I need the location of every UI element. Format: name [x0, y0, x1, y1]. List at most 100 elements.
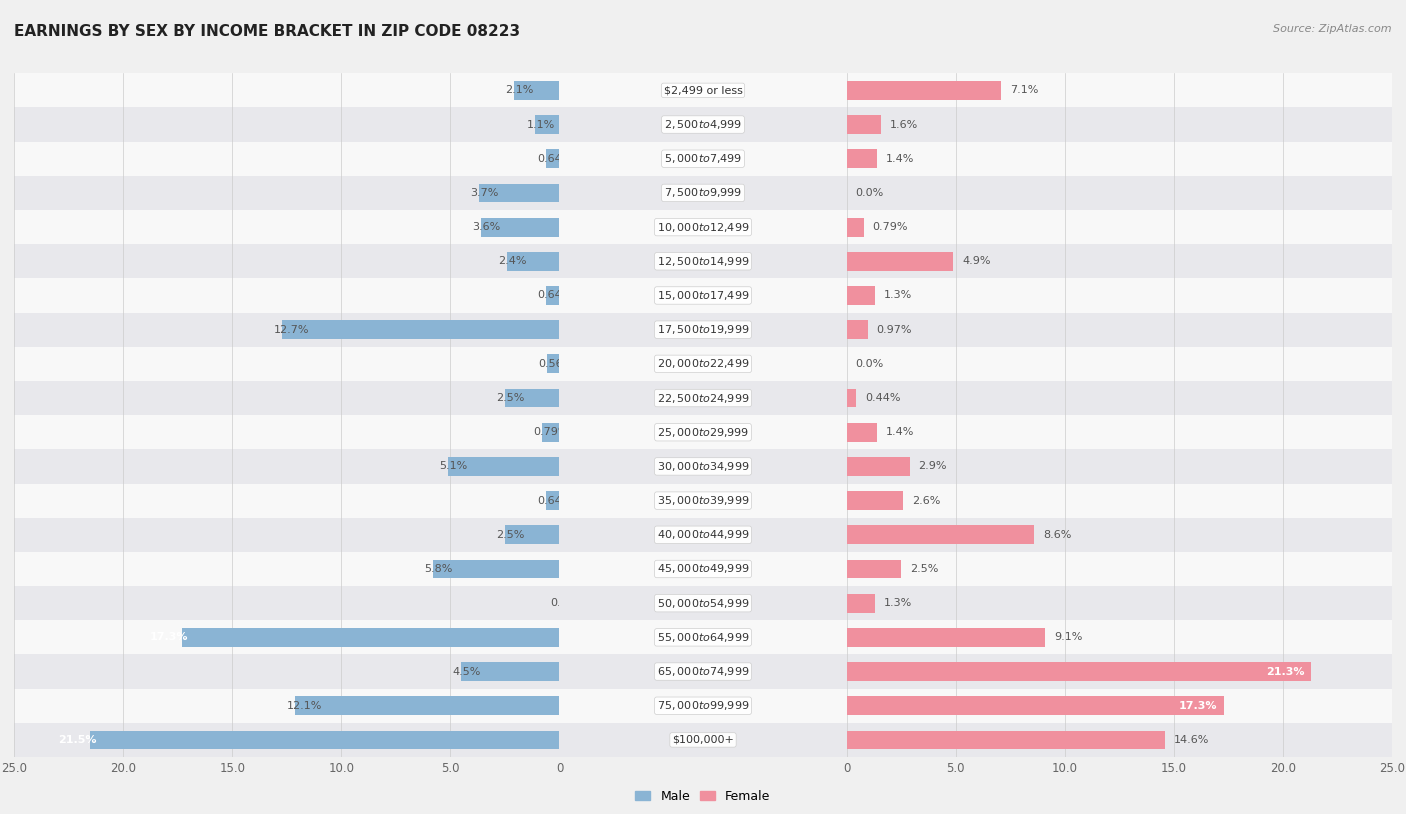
Bar	[846, 244, 1392, 278]
Text: $45,000 to $49,999: $45,000 to $49,999	[657, 562, 749, 575]
Bar	[14, 210, 560, 244]
Bar	[846, 142, 1392, 176]
Bar	[14, 244, 560, 278]
Text: $20,000 to $22,499: $20,000 to $22,499	[657, 357, 749, 370]
Text: 0.0%: 0.0%	[551, 598, 579, 608]
Bar	[846, 320, 868, 339]
Bar	[846, 491, 903, 510]
Bar	[846, 628, 1045, 647]
Bar	[14, 484, 560, 518]
Text: 21.3%: 21.3%	[1267, 667, 1305, 676]
Text: 1.3%: 1.3%	[883, 598, 912, 608]
Bar	[546, 286, 560, 305]
Text: 0.44%: 0.44%	[865, 393, 900, 403]
Bar	[846, 723, 1392, 757]
Text: $55,000 to $64,999: $55,000 to $64,999	[657, 631, 749, 644]
Text: 1.6%: 1.6%	[890, 120, 918, 129]
Text: 2.6%: 2.6%	[912, 496, 941, 505]
Text: $12,500 to $14,999: $12,500 to $14,999	[657, 255, 749, 268]
Bar	[560, 518, 846, 552]
Bar	[505, 388, 560, 408]
Text: $2,500 to $4,999: $2,500 to $4,999	[664, 118, 742, 131]
Bar	[560, 586, 846, 620]
Bar	[14, 689, 560, 723]
Text: $7,500 to $9,999: $7,500 to $9,999	[664, 186, 742, 199]
Text: Source: ZipAtlas.com: Source: ZipAtlas.com	[1274, 24, 1392, 34]
Text: 5.1%: 5.1%	[440, 462, 468, 471]
Text: 2.5%: 2.5%	[496, 530, 524, 540]
Bar	[846, 388, 856, 408]
Text: 1.3%: 1.3%	[883, 291, 912, 300]
Bar	[14, 278, 560, 313]
Text: $40,000 to $44,999: $40,000 to $44,999	[657, 528, 749, 541]
Bar	[560, 381, 846, 415]
Text: 0.79%: 0.79%	[873, 222, 908, 232]
Bar	[513, 81, 560, 100]
Bar	[14, 142, 560, 176]
Text: 1.1%: 1.1%	[527, 120, 555, 129]
Text: 3.7%: 3.7%	[470, 188, 498, 198]
Bar	[846, 654, 1392, 689]
Bar	[560, 210, 846, 244]
Text: $100,000+: $100,000+	[672, 735, 734, 745]
Bar	[846, 347, 1392, 381]
Text: $35,000 to $39,999: $35,000 to $39,999	[657, 494, 749, 507]
Bar	[14, 620, 560, 654]
Bar	[560, 689, 846, 723]
Text: $2,499 or less: $2,499 or less	[664, 85, 742, 95]
Bar	[14, 415, 560, 449]
Bar	[449, 457, 560, 476]
Text: 7.1%: 7.1%	[1010, 85, 1039, 95]
Text: $30,000 to $34,999: $30,000 to $34,999	[657, 460, 749, 473]
Text: 1.4%: 1.4%	[886, 154, 914, 164]
Text: 17.3%: 17.3%	[150, 632, 188, 642]
Text: 2.5%: 2.5%	[910, 564, 938, 574]
Bar	[846, 525, 1035, 545]
Text: 1.4%: 1.4%	[886, 427, 914, 437]
Bar	[14, 449, 560, 484]
Bar	[560, 449, 846, 484]
Bar	[560, 552, 846, 586]
Bar	[560, 313, 846, 347]
Bar	[505, 525, 560, 545]
Text: 8.6%: 8.6%	[1043, 530, 1071, 540]
Text: 2.9%: 2.9%	[918, 462, 948, 471]
Text: $50,000 to $54,999: $50,000 to $54,999	[657, 597, 749, 610]
Text: 12.7%: 12.7%	[274, 325, 309, 335]
Bar	[846, 149, 877, 168]
Bar	[560, 723, 846, 757]
Bar	[846, 286, 875, 305]
Bar	[846, 217, 863, 237]
Bar	[14, 552, 560, 586]
Bar	[846, 484, 1392, 518]
Bar	[508, 252, 560, 271]
Text: 0.64%: 0.64%	[537, 154, 572, 164]
Text: $75,000 to $99,999: $75,000 to $99,999	[657, 699, 749, 712]
Bar	[433, 559, 560, 579]
Bar	[14, 723, 560, 757]
Text: 12.1%: 12.1%	[287, 701, 322, 711]
Bar	[560, 415, 846, 449]
Text: 2.4%: 2.4%	[498, 256, 527, 266]
Text: 0.0%: 0.0%	[855, 188, 883, 198]
Bar	[560, 654, 846, 689]
Bar	[560, 244, 846, 278]
Bar	[560, 484, 846, 518]
Bar	[14, 586, 560, 620]
Text: 14.6%: 14.6%	[1174, 735, 1209, 745]
Bar	[846, 278, 1392, 313]
Bar	[14, 381, 560, 415]
Text: 2.5%: 2.5%	[496, 393, 524, 403]
Text: 0.64%: 0.64%	[537, 496, 572, 505]
Bar	[846, 176, 1392, 210]
Bar	[846, 518, 1392, 552]
Bar	[461, 662, 560, 681]
Bar	[560, 620, 846, 654]
Text: $5,000 to $7,499: $5,000 to $7,499	[664, 152, 742, 165]
Text: $65,000 to $74,999: $65,000 to $74,999	[657, 665, 749, 678]
Bar	[14, 347, 560, 381]
Text: 0.97%: 0.97%	[876, 325, 912, 335]
Text: 0.64%: 0.64%	[537, 291, 572, 300]
Bar	[14, 73, 560, 107]
Text: $25,000 to $29,999: $25,000 to $29,999	[657, 426, 749, 439]
